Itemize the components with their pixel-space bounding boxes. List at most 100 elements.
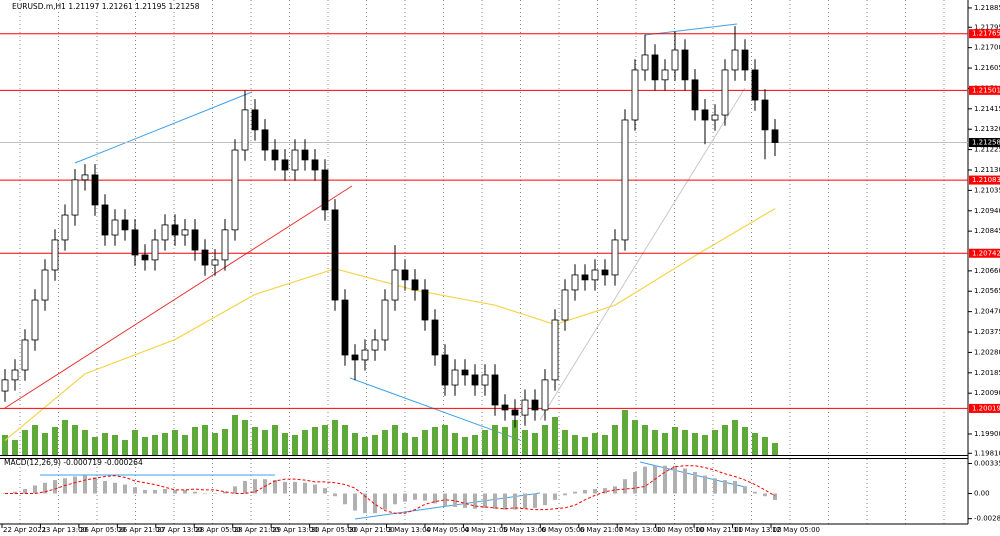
volume-bar: [192, 427, 198, 455]
volume-bar: [92, 437, 98, 455]
candle-body: [251, 109, 259, 131]
macd-bar: [673, 465, 677, 494]
macd-bar: [423, 493, 427, 501]
volume-bar: [702, 435, 708, 455]
macd-bar: [623, 479, 627, 494]
trend-line: [539, 87, 746, 421]
level-label-bg: [969, 248, 1000, 258]
volume-bar: [232, 415, 238, 455]
candle-body: [581, 274, 589, 281]
candle-body: [141, 254, 149, 261]
macd-bar: [753, 491, 757, 494]
volume-bar: [402, 433, 408, 455]
volume-bar: [392, 425, 398, 455]
candle-body: [551, 319, 559, 381]
candle-body: [451, 369, 459, 386]
candle-body: [271, 149, 279, 161]
macd-bar: [33, 485, 37, 494]
y-tick-label: 1.21885: [974, 4, 1000, 12]
volume-bar: [672, 427, 678, 455]
x-tick-label: 6 May 21:00: [580, 526, 624, 534]
volume-bar: [562, 430, 568, 455]
volume-bar: [602, 435, 608, 455]
macd-bar: [133, 487, 137, 494]
macd-bar: [23, 489, 27, 494]
level-label-bg: [969, 85, 1000, 95]
volume-bar: [72, 425, 78, 455]
candle-body: [571, 274, 579, 291]
candle-body: [701, 109, 709, 121]
candle-body: [61, 214, 69, 241]
volume-bar: [432, 427, 438, 455]
volume-bar: [592, 433, 598, 455]
candle-body: [681, 49, 689, 81]
macd-bar: [463, 493, 467, 508]
volume-bar: [682, 430, 688, 455]
candle-body: [281, 159, 289, 171]
y-tick-label: 1.20660: [974, 267, 1000, 275]
macd-bar: [93, 477, 97, 494]
candle-body: [51, 239, 59, 271]
macd-bar: [13, 491, 17, 494]
macd-bar: [353, 493, 357, 511]
y-tick-label: 1.20280: [974, 348, 1000, 356]
volume-bar: [642, 425, 648, 455]
volume-bar: [82, 430, 88, 455]
volume-bar: [302, 430, 308, 455]
signal-line: [5, 465, 776, 514]
y-tick-label: 1.20565: [974, 287, 1000, 295]
macd-bar: [763, 493, 767, 497]
macd-bar: [303, 482, 307, 494]
macd-bar: [163, 489, 167, 494]
candle-body: [181, 229, 189, 236]
x-tick-label: 26 Apr 05:00: [80, 526, 126, 534]
volume-bar: [772, 443, 778, 455]
candle-body: [151, 239, 159, 261]
volume-bar: [122, 440, 128, 455]
candle-body: [691, 79, 699, 111]
y-tick-label: 1.21320: [974, 125, 1000, 133]
x-tick-label: 10 May 21:00: [695, 526, 743, 534]
volume-bar: [322, 425, 328, 455]
candle-body: [421, 289, 429, 321]
trend-line: [4, 185, 353, 409]
volume-bar: [272, 425, 278, 455]
x-tick-label: 12 May 05:00: [772, 526, 820, 534]
macd-bar: [233, 486, 237, 494]
macd-bar: [123, 484, 127, 494]
level-label: 1.20019: [972, 404, 1000, 412]
volume-bar: [752, 433, 758, 455]
volume-bar: [742, 427, 748, 455]
volume-bar: [662, 433, 668, 455]
volume-bar: [162, 433, 168, 455]
y-tick-label: 1.20375: [974, 328, 1000, 336]
macd-bar: [313, 484, 317, 494]
candle-body: [191, 229, 199, 251]
macd-bar: [713, 478, 717, 494]
candle-body: [391, 269, 399, 301]
macd-bar: [343, 493, 347, 505]
candle-body: [101, 204, 109, 236]
candle-body: [561, 289, 569, 321]
candle-body: [651, 54, 659, 81]
candle-body: [411, 279, 419, 291]
volume-bar: [212, 433, 218, 455]
x-tick-label: 11 May 13:00: [734, 526, 782, 534]
candle-body: [231, 149, 239, 231]
volume-bar: [332, 420, 338, 455]
x-tick-label: 26 Apr 21:00: [118, 526, 164, 534]
macd-bar: [433, 493, 437, 504]
y-tick-label: 1.20090: [974, 389, 1000, 397]
macd-bar: [683, 468, 687, 494]
macd-bar: [573, 491, 577, 494]
current-price-bg: [969, 138, 1000, 148]
macd-bar: [693, 472, 697, 494]
y-tick-label: 1.20845: [974, 227, 1000, 235]
macd-bar: [393, 493, 397, 505]
y-tick-label: 1.20470: [974, 308, 1000, 316]
macd-bar: [703, 475, 707, 494]
y-tick-label: 1.21700: [974, 44, 1000, 52]
macd-bar: [43, 482, 47, 494]
volume-bar: [252, 427, 258, 455]
macd-bar: [173, 489, 177, 494]
